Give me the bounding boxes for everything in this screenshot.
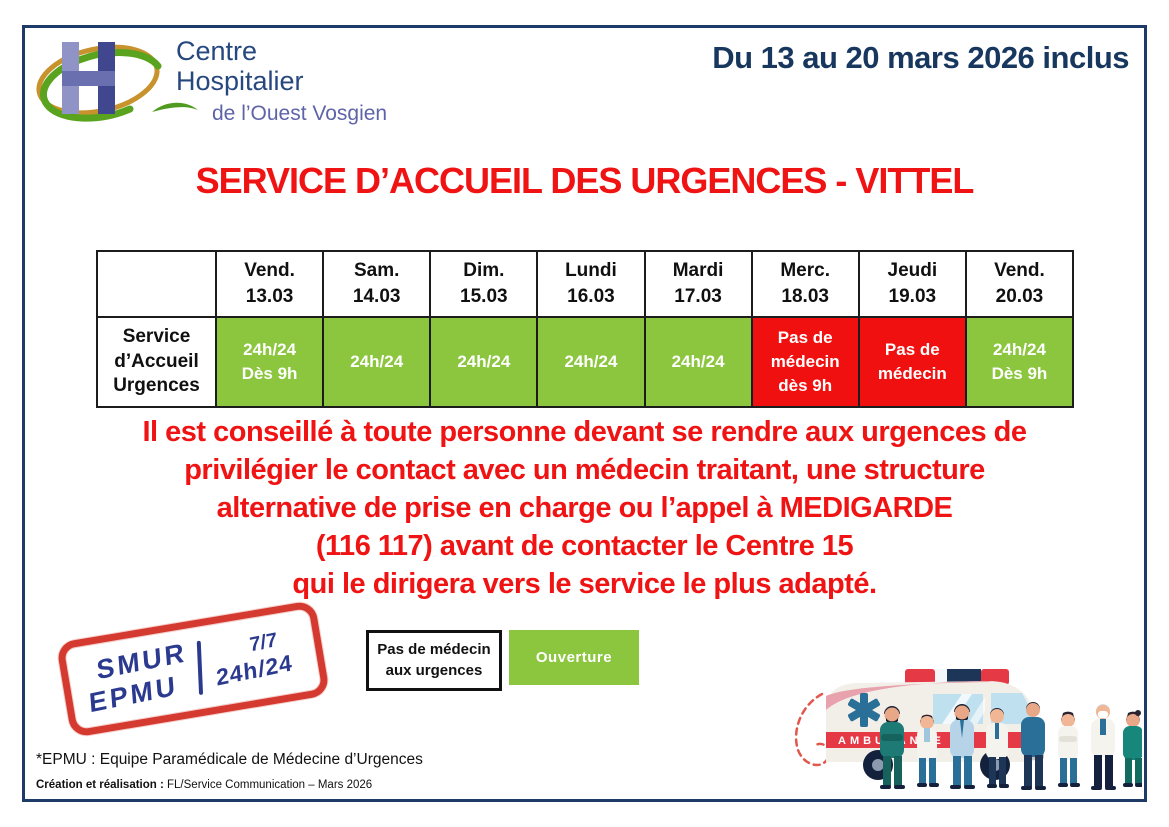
page-title: SERVICE D’ACCUEIL DES URGENCES - VITTEL bbox=[195, 160, 975, 201]
advisory-line-4: (116 117) avant de contacter le Centre 1… bbox=[315, 530, 854, 562]
date-range-title: Du 13 au 20 mars 2026 inclus bbox=[712, 40, 1129, 75]
status-cell-6: Pas de médecin bbox=[857, 316, 967, 408]
day-header-2: Dim. 15.03 bbox=[429, 250, 539, 318]
ambulance-icon: AMBULANCE bbox=[794, 669, 1145, 790]
credit-line: Création et réalisation : FL/Service Com… bbox=[36, 779, 372, 791]
legend-no-doctor-box: Pas de médecin aux urgences bbox=[366, 630, 502, 691]
status-cell-7: 24h/24 Dès 9h bbox=[964, 316, 1075, 408]
stamp-left-column: SMUR EPMU bbox=[88, 637, 188, 718]
day-header-3: Lundi 16.03 bbox=[536, 250, 646, 318]
stamp-24h-label: 24h/24 bbox=[215, 649, 294, 691]
stamp-right-column: 7/7 24h/24 bbox=[215, 627, 294, 691]
advisory-line-3: alternative de prise en charge ou l’appe… bbox=[216, 492, 953, 524]
logo-text-line1: Centre bbox=[176, 36, 258, 66]
schedule-header-row: Vend. 13.03 Sam. 14.03 Dim. 15.03 Lundi 16.0… bbox=[96, 250, 1075, 318]
medical-team-illustration: AMBULANCE bbox=[792, 666, 1145, 794]
status-cell-4: 24h/24 bbox=[643, 316, 753, 408]
day-header-6: Jeudi 19.03 bbox=[857, 250, 967, 318]
logo-text-line3: de l’Ouest Vosgien bbox=[212, 102, 388, 125]
day-header-1: Sam. 14.03 bbox=[322, 250, 432, 318]
status-cell-3: 24h/24 bbox=[536, 316, 646, 408]
hospital-logo-icon bbox=[36, 42, 198, 122]
status-cell-1: 24h/24 bbox=[322, 316, 432, 408]
credit-value: FL/Service Communication – Mars 2026 bbox=[163, 779, 373, 791]
advisory-line-5: qui le dirigera vers le service le plus … bbox=[292, 568, 877, 600]
corner-cell bbox=[96, 250, 217, 318]
status-cell-2: 24h/24 bbox=[429, 316, 539, 408]
schedule-table: Vend. 13.03 Sam. 14.03 Dim. 15.03 Lundi 16.0… bbox=[96, 250, 1075, 408]
logo-text-line2: Hospitalier bbox=[176, 66, 304, 96]
advisory-paragraph: Il est conseillé à toute personne devant… bbox=[0, 413, 1169, 603]
credit-label: Création et réalisation : bbox=[36, 779, 164, 791]
epmu-footnote: *EPMU : Equipe Paramédicale de Médecine … bbox=[36, 751, 423, 768]
schedule-status-row: Service d’Accueil Urgences 24h/24 Dès 9h… bbox=[96, 316, 1075, 408]
day-header-4: Mardi 17.03 bbox=[643, 250, 753, 318]
legend-open-box: Ouverture bbox=[509, 630, 639, 685]
row-label-cell: Service d’Accueil Urgences bbox=[96, 316, 217, 408]
day-header-5: Merc. 18.03 bbox=[750, 250, 860, 318]
advisory-line-2: privilégier le contact avec un médecin t… bbox=[184, 454, 985, 486]
day-header-0: Vend. 13.03 bbox=[214, 250, 325, 318]
page-border-frame bbox=[22, 25, 1147, 802]
stamp-divider bbox=[196, 640, 204, 695]
status-cell-5: Pas de médecin dès 9h bbox=[750, 316, 860, 408]
day-header-7: Vend. 20.03 bbox=[964, 250, 1075, 318]
hospital-logo: Centre Hospitalier de l’Ouest Vosgien bbox=[34, 30, 414, 130]
status-cell-0: 24h/24 Dès 9h bbox=[214, 316, 325, 408]
advisory-line-1: Il est conseillé à toute personne devant… bbox=[142, 416, 1027, 448]
